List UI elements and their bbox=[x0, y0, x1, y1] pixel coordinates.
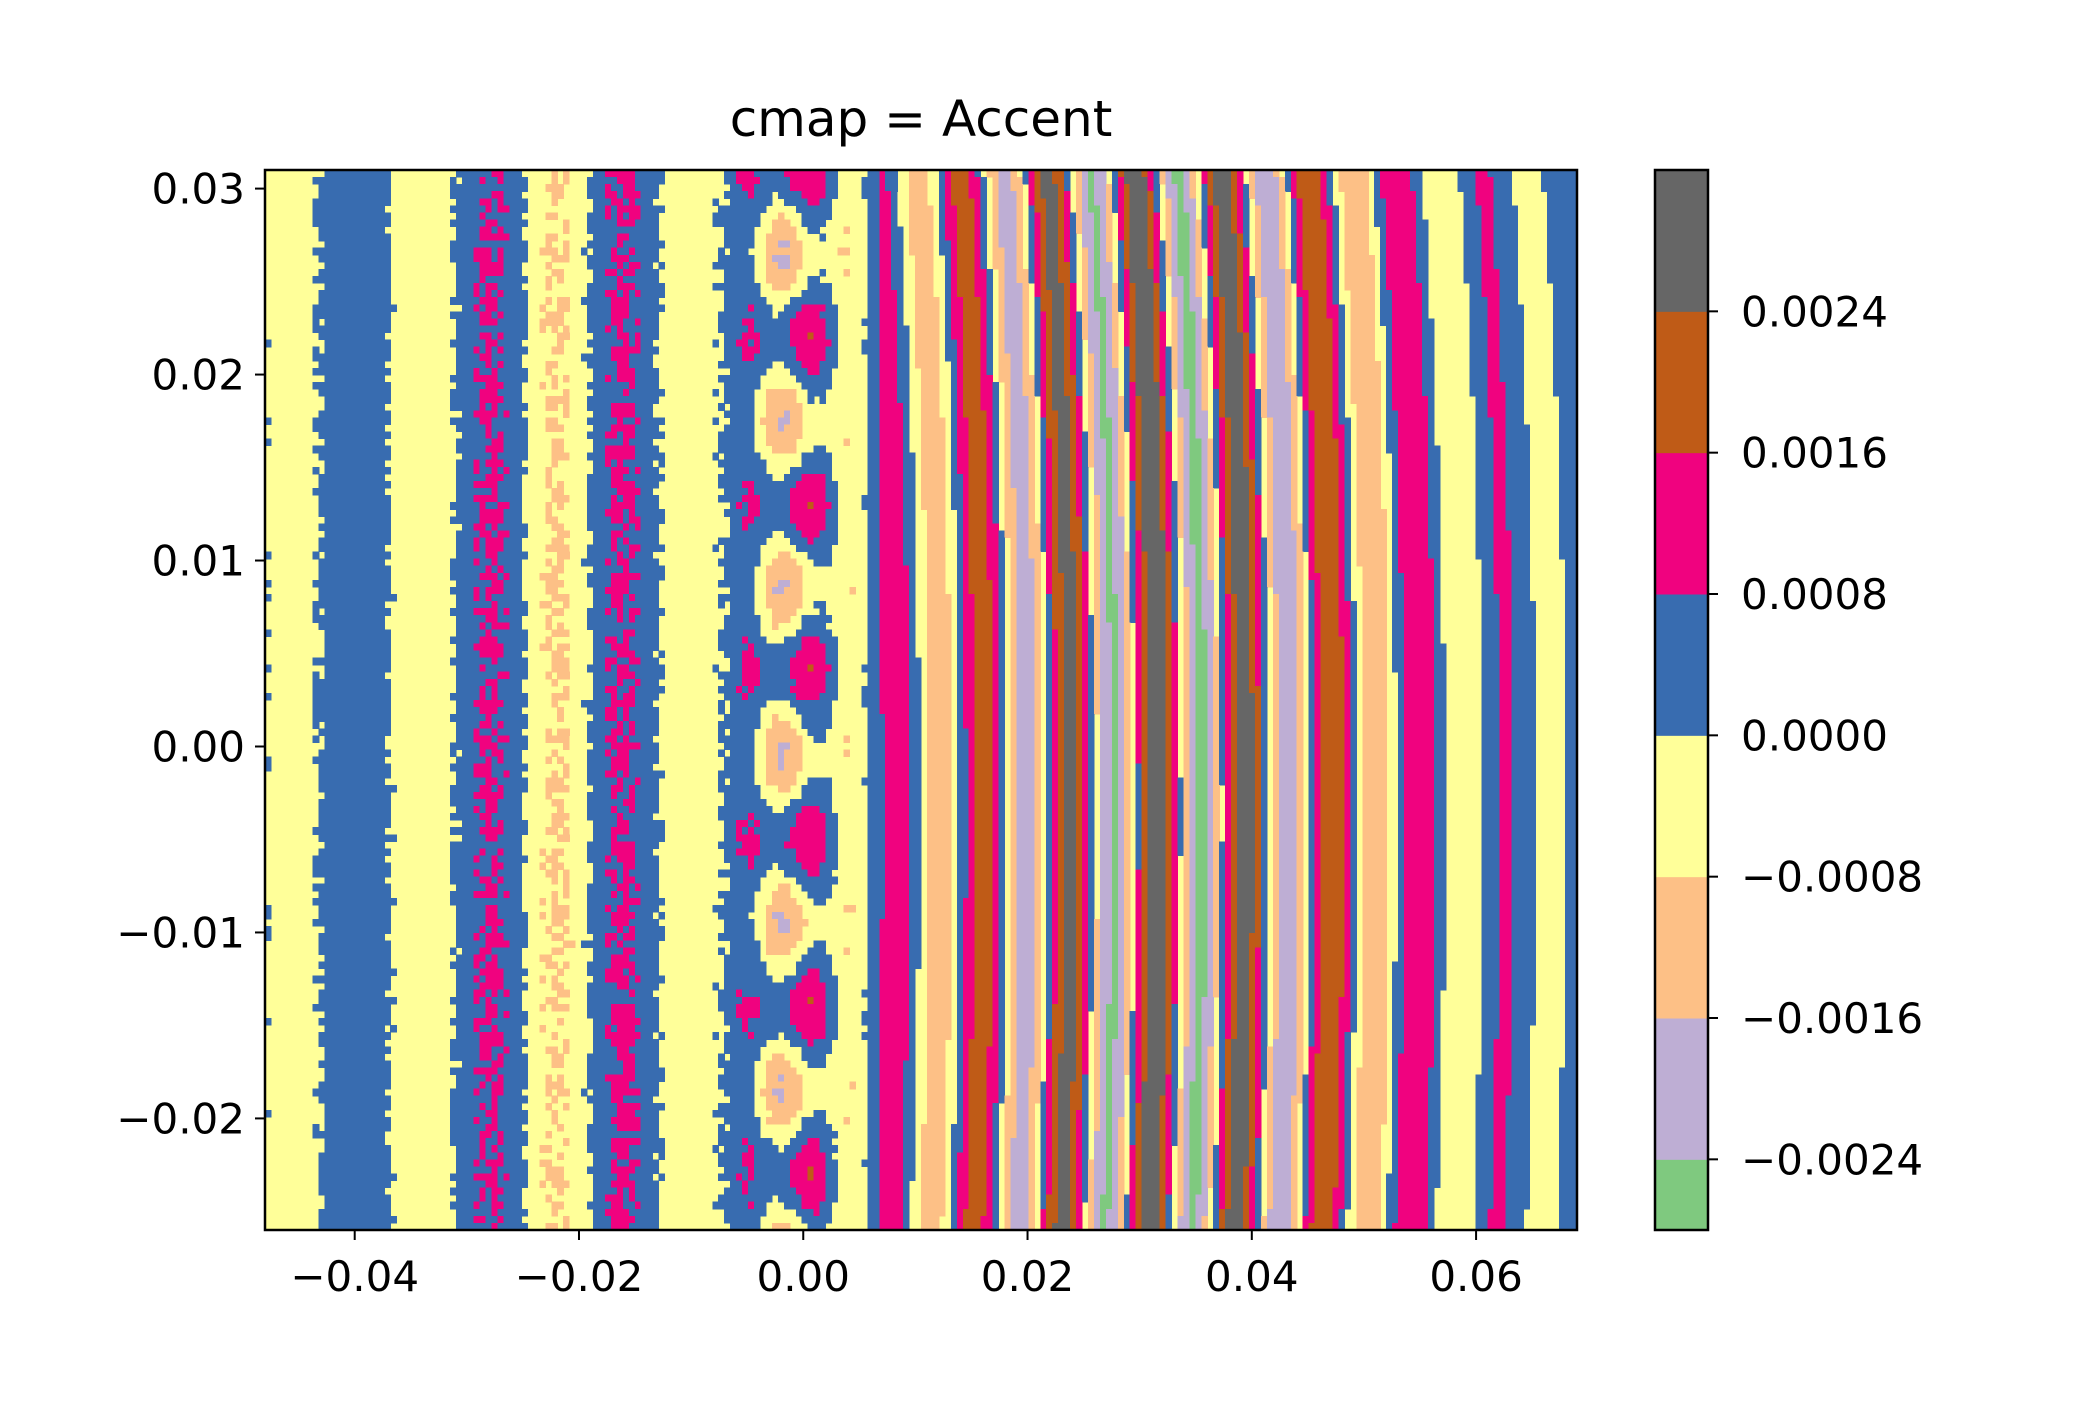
y-tick-label: 0.00 bbox=[151, 722, 245, 771]
colorbar-swatch bbox=[1655, 453, 1708, 595]
x-tick-label: −0.02 bbox=[515, 1252, 644, 1301]
x-tick-label: 0.04 bbox=[1205, 1252, 1299, 1301]
colorbar-swatch bbox=[1655, 170, 1708, 312]
colorbar-swatch bbox=[1655, 1018, 1708, 1160]
colorbar-tick-label: 0.0000 bbox=[1741, 711, 1888, 760]
x-tick-label: 0.00 bbox=[756, 1252, 850, 1301]
colorbar-swatch bbox=[1655, 311, 1708, 453]
y-tick-label: −0.01 bbox=[116, 908, 245, 957]
x-tick-label: 0.06 bbox=[1429, 1252, 1523, 1301]
y-axis: −0.02 −0.01 0.00 0.01 0.02 0.03 bbox=[116, 165, 265, 1144]
y-tick-label: 0.02 bbox=[151, 351, 245, 400]
colorbar-tick-label: 0.0008 bbox=[1741, 570, 1888, 619]
colorbar-swatch bbox=[1655, 1159, 1708, 1230]
colorbar-swatch bbox=[1655, 594, 1708, 736]
x-tick-label: 0.02 bbox=[981, 1252, 1075, 1301]
colorbar-tick-label: −0.0016 bbox=[1741, 994, 1923, 1043]
plot-area bbox=[265, 170, 1578, 1231]
y-tick-label: 0.03 bbox=[151, 165, 245, 214]
colorbar-swatch bbox=[1655, 735, 1708, 877]
colorbar-tick-label: 0.0024 bbox=[1741, 287, 1888, 336]
x-axis: −0.04 −0.02 0.00 0.02 0.04 0.06 bbox=[290, 1230, 1522, 1301]
colorbar-tick-label: 0.0016 bbox=[1741, 429, 1888, 478]
y-tick-label: 0.01 bbox=[151, 537, 245, 586]
x-tick-label: −0.04 bbox=[290, 1252, 419, 1301]
chart-title: cmap = Accent bbox=[730, 90, 1113, 148]
colorbar-swatch bbox=[1655, 877, 1708, 1019]
colorbar: −0.0024 −0.0016 −0.0008 0.0000 0.0008 0.0016 0… bbox=[1655, 170, 1923, 1231]
colorbar-tick-label: −0.0024 bbox=[1741, 1135, 1923, 1184]
colorbar-tick-label: −0.0008 bbox=[1741, 853, 1923, 902]
y-tick-label: −0.02 bbox=[116, 1094, 245, 1143]
